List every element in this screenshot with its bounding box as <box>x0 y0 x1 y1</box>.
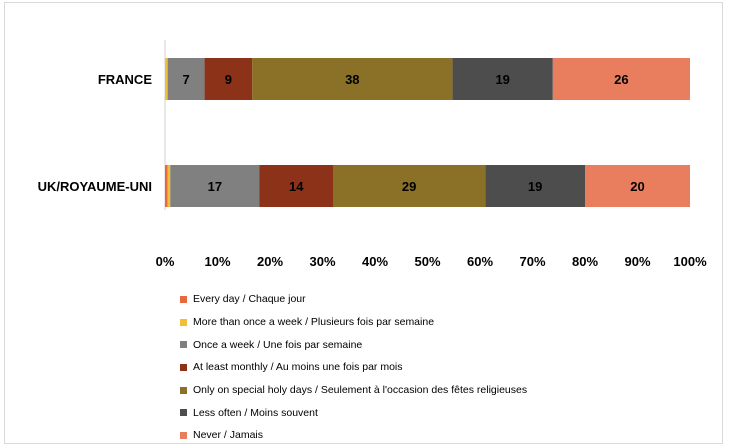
data-label: 7 <box>182 72 189 87</box>
data-label: 20 <box>630 179 644 194</box>
legend-label: Never / Jamais <box>193 429 264 442</box>
bar-segment <box>165 165 168 207</box>
x-tick-label: 30% <box>309 254 335 269</box>
bar-segment <box>585 165 690 207</box>
category-label: UK/ROYAUME-UNI <box>38 179 152 194</box>
legend-item: Only on special holy days / Seulement à … <box>180 379 527 402</box>
data-label: 9 <box>225 72 232 87</box>
legend-swatch <box>180 318 187 326</box>
x-tick-label: 20% <box>257 254 283 269</box>
bar-segment <box>165 58 168 100</box>
bar-segment <box>452 58 553 100</box>
legend-label: Only on special holy days / Seulement à … <box>193 384 528 397</box>
bar-segment <box>259 165 333 207</box>
legend-item: At least monthly / Au moins une fois par… <box>180 356 527 379</box>
legend-label: Every day / Chaque jour <box>193 293 306 306</box>
data-label: 17 <box>208 179 222 194</box>
category-label: FRANCE <box>98 72 152 87</box>
legend-swatch <box>180 295 187 303</box>
legend-label: Less often / Moins souvent <box>193 406 318 419</box>
bar-segment <box>167 58 205 100</box>
legend-item: Never / Jamais <box>180 424 527 447</box>
legend-item: Less often / Moins souvent <box>180 401 527 424</box>
legend-label: At least monthly / Au moins une fois par… <box>193 361 403 374</box>
bar-segment <box>252 58 453 100</box>
legend-swatch <box>180 409 187 417</box>
bar-segment <box>485 165 585 207</box>
data-label: 19 <box>528 179 542 194</box>
bar-segment <box>333 165 486 207</box>
legend-item: Once a week / Une fois par semaine <box>180 333 527 356</box>
x-tick-label: 50% <box>414 254 440 269</box>
x-tick-label: 40% <box>362 254 388 269</box>
data-label: 19 <box>495 72 509 87</box>
bar-segment <box>204 58 253 100</box>
legend-item: More than once a week / Plusieurs fois p… <box>180 311 527 334</box>
legend-item: Every day / Chaque jour <box>180 288 527 311</box>
legend-label: Once a week / Une fois par semaine <box>193 338 363 351</box>
chart-legend: Every day / Chaque jour More than once a … <box>180 288 527 447</box>
data-label: 29 <box>402 179 416 194</box>
x-tick-label: 10% <box>204 254 230 269</box>
data-label: 14 <box>289 179 304 194</box>
legend-swatch <box>180 386 187 394</box>
legend-swatch <box>180 431 187 439</box>
x-tick-label: 0% <box>156 254 175 269</box>
legend-swatch <box>180 341 187 349</box>
x-tick-label: 70% <box>519 254 545 269</box>
bar-segment <box>167 165 171 207</box>
x-tick-label: 80% <box>572 254 598 269</box>
bar-segment <box>552 58 690 100</box>
x-tick-label: 90% <box>624 254 650 269</box>
legend-swatch <box>180 363 187 371</box>
x-tick-label: 60% <box>467 254 493 269</box>
data-label: 38 <box>345 72 359 87</box>
legend-label: More than once a week / Plusieurs fois p… <box>193 316 435 329</box>
data-label: 26 <box>614 72 628 87</box>
bar-segment <box>170 165 260 207</box>
x-tick-label: 100% <box>673 254 707 269</box>
